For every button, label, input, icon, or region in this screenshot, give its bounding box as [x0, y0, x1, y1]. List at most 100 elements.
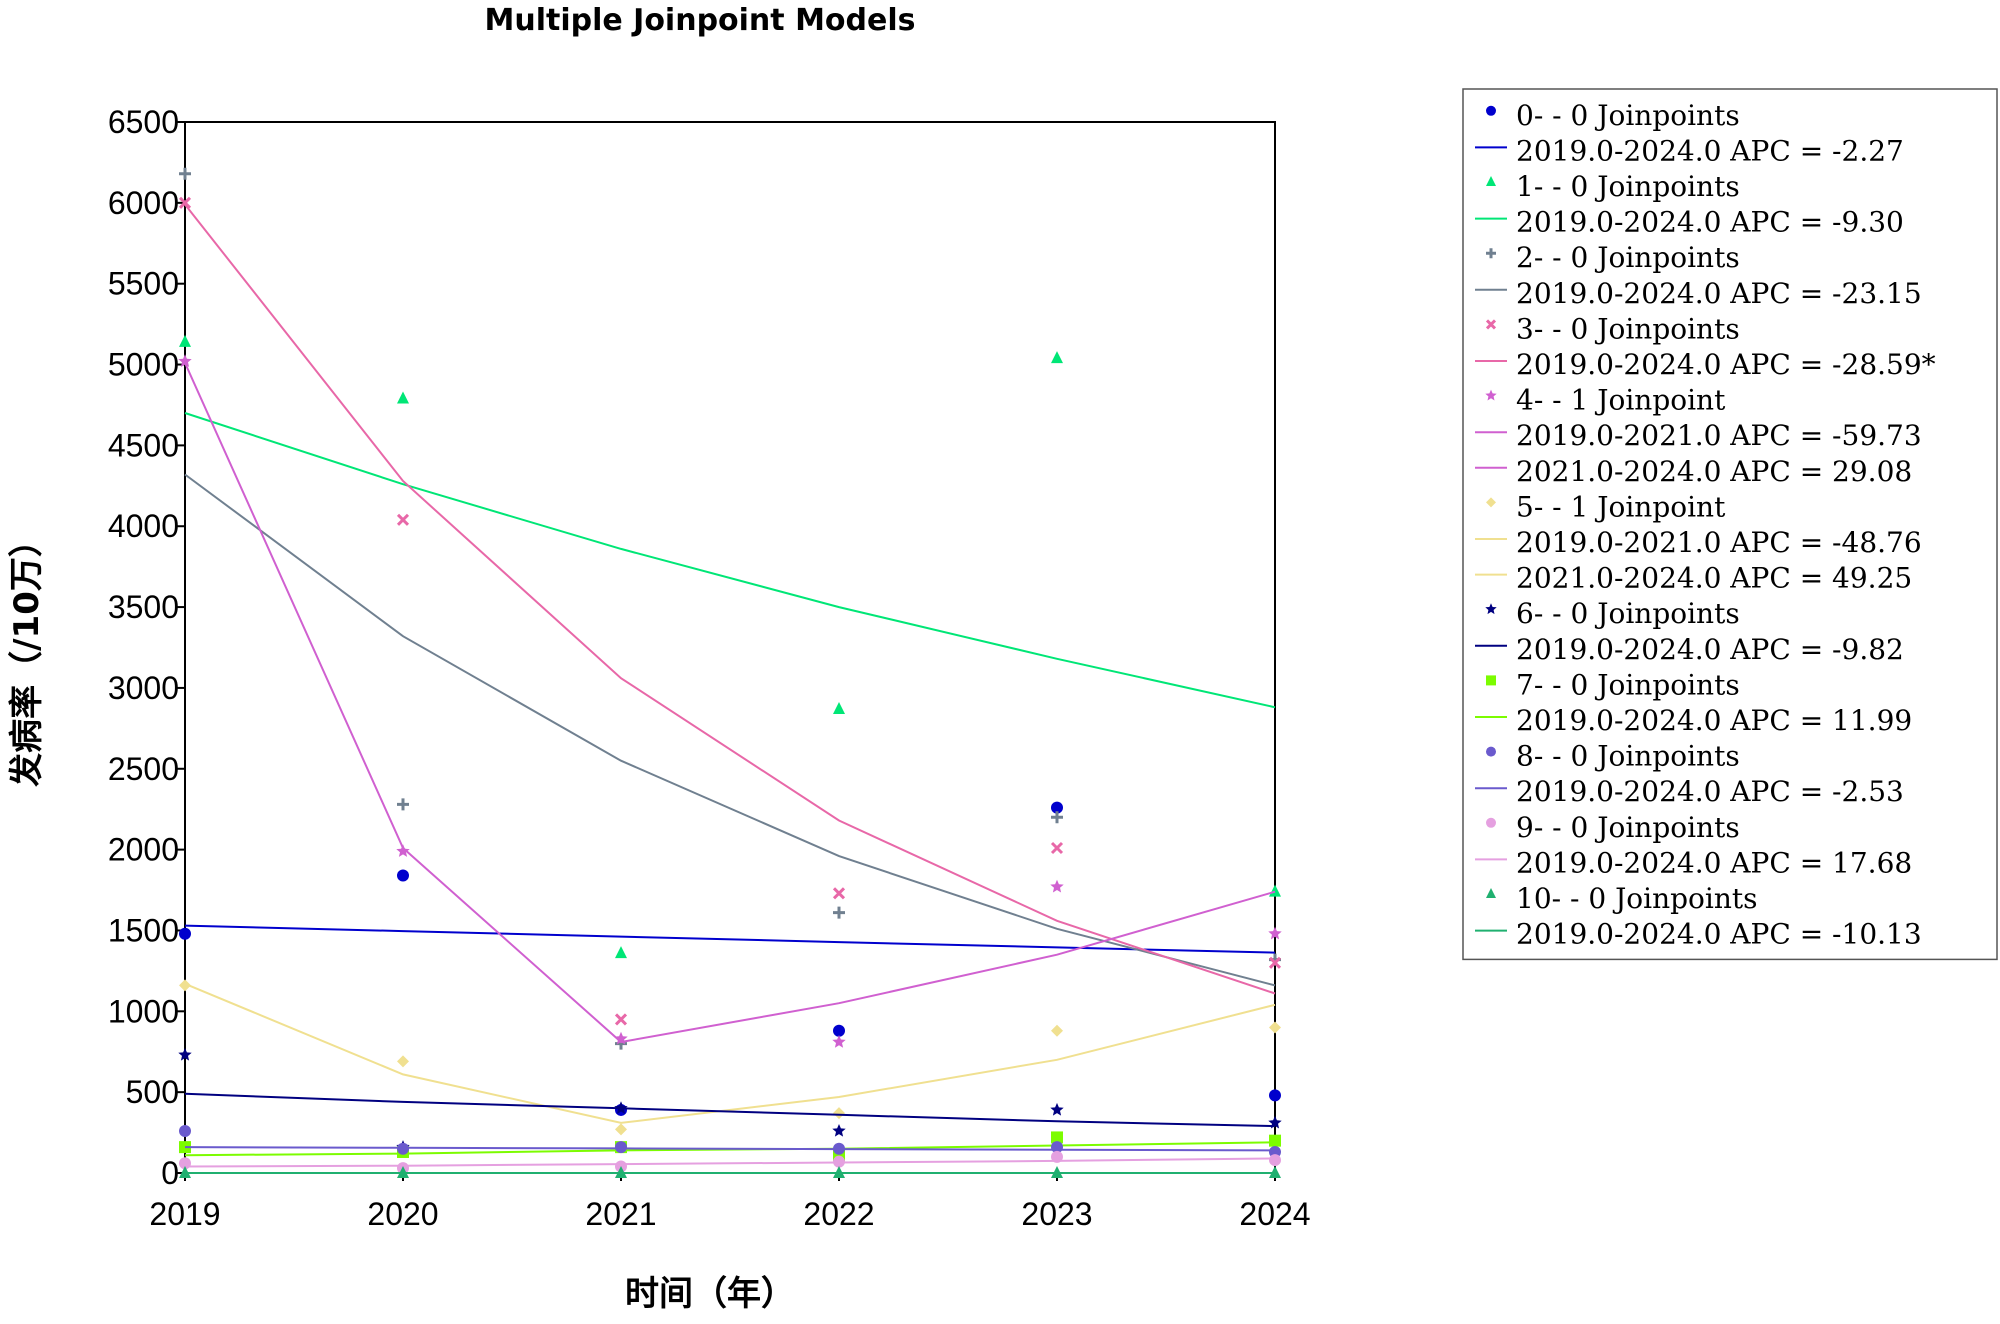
legend-marker-6: [1485, 603, 1497, 615]
data-point-4: [396, 844, 410, 857]
legend-marker-7: [1486, 675, 1496, 686]
data-point-5: [1269, 1021, 1281, 1034]
y-tick-label: 1500: [108, 912, 179, 948]
y-tick-label: 2000: [108, 832, 179, 868]
data-point-10: [179, 1166, 191, 1178]
data-point-2: [179, 167, 191, 180]
data-point-10: [615, 1166, 627, 1178]
series-9: [179, 1150, 1281, 1175]
y-tick-label: 6500: [108, 104, 179, 140]
data-point-9: [1269, 1154, 1281, 1167]
data-point-0: [833, 1024, 845, 1037]
data-point-5: [833, 1107, 845, 1120]
series-10: [179, 1166, 1281, 1178]
legend-label: 8- - 0 Joinpoints: [1516, 740, 1740, 773]
data-point-6: [1050, 1102, 1064, 1116]
legend-marker-0: [1486, 105, 1496, 116]
legend-label: 2- - 0 Joinpoints: [1516, 241, 1740, 274]
data-point-6: [178, 1048, 192, 1061]
x-tick-label: 2022: [803, 1196, 874, 1232]
data-point-6: [832, 1124, 846, 1137]
legend-segment: 2021.0-2024.0 APC = 29.08: [1516, 455, 1912, 488]
series-8: [179, 1124, 1281, 1158]
legend-marker-4: [1485, 389, 1497, 401]
y-tick-label: 0: [161, 1155, 179, 1191]
data-point-10: [1051, 1166, 1063, 1178]
legend-segment: 2019.0-2021.0 APC = -48.76: [1516, 526, 1922, 559]
plot-area: 0 500 1000 1500 2000 2500 3000 3500 4000 4500 5000…: [108, 104, 1311, 1232]
data-point-0: [1269, 1089, 1281, 1102]
legend-segment: 2019.0-2021.0 APC = -59.73: [1516, 419, 1922, 452]
data-point-4: [1268, 926, 1282, 940]
data-point-8: [833, 1142, 845, 1155]
y-tick-label: 500: [126, 1074, 179, 1110]
data-point-3: [178, 196, 192, 209]
plot-frame: [184, 121, 1276, 1174]
data-point-1: [397, 391, 409, 404]
data-point-10: [833, 1166, 845, 1178]
data-point-2: [1051, 811, 1063, 824]
y-tick-label: 1000: [108, 993, 179, 1029]
legend-marker-2: [1486, 248, 1496, 259]
legend-segment: 2019.0-2024.0 APC = -23.15: [1516, 277, 1922, 310]
x-axis-title: 时间（年）: [625, 1274, 795, 1314]
legend-segment: 2019.0-2024.0 APC = -2.53: [1516, 775, 1904, 808]
series-6: [178, 1048, 1282, 1153]
legend-segment: 2021.0-2024.0 APC = 49.25: [1516, 562, 1912, 595]
data-point-3: [1268, 956, 1282, 969]
legend-segment: 2019.0-2024.0 APC = 11.99: [1516, 704, 1912, 737]
fitted-line-3: [184, 203, 1276, 995]
x-tick-label: 2024: [1239, 1196, 1310, 1232]
x-tick-label: 2023: [1021, 1196, 1092, 1232]
data-point-2: [833, 906, 845, 919]
data-point-4: [614, 1031, 628, 1045]
data-point-5: [615, 1123, 627, 1136]
data-point-3: [614, 1013, 628, 1026]
y-tick-label: 5500: [108, 266, 179, 302]
fitted-line-0: [184, 924, 1276, 954]
legend-label: 0- - 0 Joinpoints: [1516, 99, 1740, 132]
data-point-8: [179, 1124, 191, 1137]
legend-label: 9- - 0 Joinpoints: [1516, 811, 1740, 844]
legend-marker-9: [1486, 817, 1496, 828]
data-point-4: [832, 1035, 846, 1048]
data-point-3: [832, 887, 846, 900]
legend-label: 7- - 0 Joinpoints: [1516, 668, 1740, 701]
data-point-0: [1051, 801, 1063, 814]
data-point-5: [179, 979, 191, 992]
legend-label: 4- - 1 Joinpoint: [1516, 384, 1726, 417]
data-point-0: [397, 869, 409, 882]
legend-box: [1462, 88, 1998, 961]
fitted-line-5: [184, 982, 1276, 1124]
legend-label: 6- - 0 Joinpoints: [1516, 597, 1740, 630]
fitted-line-6: [184, 1092, 1276, 1128]
data-point-6: [614, 1101, 628, 1114]
legend-segment: 2019.0-2024.0 APC = 17.68: [1516, 846, 1912, 879]
series-5: [179, 979, 1281, 1136]
legend-segment: 2019.0-2024.0 APC = -10.13: [1516, 918, 1922, 951]
series-0: [179, 801, 1281, 1116]
y-tick-label: 6000: [108, 185, 179, 221]
legend-marker-10: [1486, 888, 1496, 898]
data-point-1: [615, 946, 627, 959]
data-point-8: [615, 1141, 627, 1154]
series-3: [178, 196, 1282, 1026]
y-tick-label: 4500: [108, 427, 179, 463]
series-1: [179, 334, 1281, 959]
chart-title: Multiple Joinpoint Models: [484, 3, 915, 38]
data-point-4: [1050, 879, 1064, 893]
data-point-8: [397, 1142, 409, 1155]
data-point-10: [397, 1166, 409, 1178]
data-point-2: [397, 798, 409, 811]
data-point-9: [1051, 1150, 1063, 1163]
data-point-8: [1051, 1141, 1063, 1154]
fitted-line-2: [184, 473, 1276, 987]
y-tick-label: 4000: [108, 508, 179, 544]
legend-marker-3: [1485, 319, 1497, 330]
y-tick-label: 3500: [108, 589, 179, 625]
data-point-10: [1269, 1166, 1281, 1178]
fitted-line-4: [184, 362, 1276, 1044]
data-point-4: [178, 354, 192, 367]
series-7: [179, 1131, 1281, 1162]
